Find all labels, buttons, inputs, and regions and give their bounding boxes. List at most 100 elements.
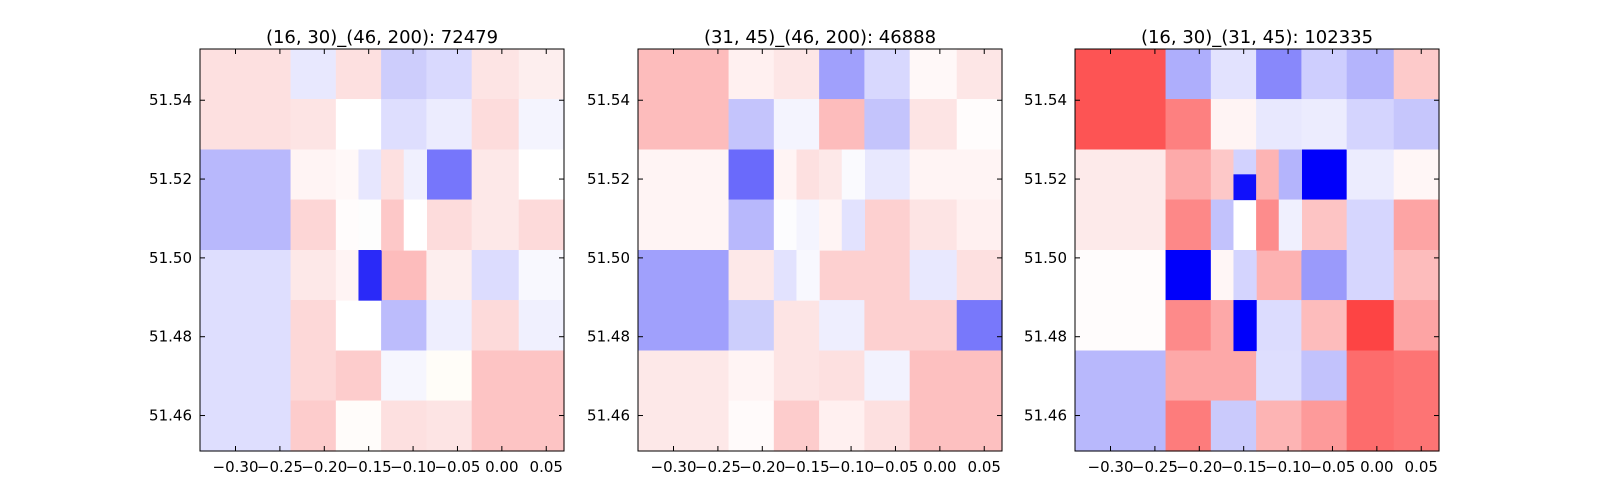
heatmap-cell (290, 199, 337, 251)
heatmap-cell (864, 300, 911, 352)
heatmap-cell (1393, 300, 1440, 352)
heatmap-cell (728, 49, 775, 100)
heatmap-cell (290, 250, 337, 301)
heatmap-cell (841, 149, 865, 201)
heatmap-cell (1256, 350, 1302, 402)
x-tick-label: 0.00 (923, 458, 956, 476)
heatmap-cell (518, 49, 565, 100)
heatmap-cell (773, 300, 820, 352)
plot-frame (637, 48, 1003, 452)
x-tick-label: −0.15 (346, 458, 392, 476)
heatmap-cell (956, 49, 1003, 100)
heatmap-cell (335, 300, 382, 352)
x-tick-label: −0.25 (695, 458, 741, 476)
heatmap-cells (638, 49, 1003, 452)
heatmap-cell (426, 99, 473, 151)
y-tick-label: 51.48 (587, 328, 630, 346)
y-tick-label: 51.48 (149, 328, 192, 346)
heatmap-cell (1278, 149, 1302, 201)
heatmap-cell (518, 199, 565, 251)
heatmap-cell (1233, 174, 1257, 201)
heatmap-cell (1075, 250, 1167, 352)
heatmap-cell (426, 350, 473, 402)
heatmap-cell (728, 199, 775, 251)
heatmap-cell (819, 149, 843, 201)
heatmap-cell (426, 250, 473, 301)
panel-title: (31, 45)_(46, 200): 46888 (704, 27, 936, 48)
heatmap-cell (1301, 99, 1348, 151)
heatmap-cell (1393, 250, 1440, 301)
y-tick-label: 51.50 (1024, 249, 1067, 267)
heatmap-cell (1256, 49, 1302, 100)
heatmap-cell (471, 149, 520, 201)
heatmap-cell (864, 149, 911, 201)
heatmap-cells (200, 49, 565, 452)
x-tick-label: −0.20 (1176, 458, 1222, 476)
y-tick-label: 51.46 (149, 407, 192, 425)
y-tick-label: 51.52 (1024, 170, 1067, 188)
heatmap-cell (358, 250, 382, 301)
heatmap-cell (909, 300, 958, 352)
heatmap-cell (518, 250, 565, 301)
heatmap-cell (773, 350, 820, 402)
heatmap-cell (1165, 199, 1212, 251)
x-tick-label: −0.05 (434, 458, 480, 476)
x-tick-label: −0.30 (213, 458, 259, 476)
heatmap-cell (864, 350, 911, 402)
heatmap-cell (956, 250, 1003, 301)
heatmap-cell (909, 49, 958, 100)
heatmap-cell (1233, 250, 1257, 301)
heatmap-cell (728, 350, 775, 402)
x-tick-label: −0.25 (257, 458, 303, 476)
heatmap-cell (638, 250, 730, 352)
heatmap-cell (290, 99, 337, 151)
y-tick-label: 51.52 (587, 170, 630, 188)
heatmap-cell (819, 350, 865, 402)
heatmap-cell (358, 149, 382, 201)
x-tick-label: 0.05 (1405, 458, 1438, 476)
heatmap-cell (1256, 149, 1280, 201)
heatmap-cell (1233, 199, 1257, 251)
heatmap-cell (358, 199, 382, 251)
heatmap-cell (956, 300, 1003, 352)
heatmap-cell (426, 149, 473, 201)
heatmap-cell (1301, 300, 1348, 352)
heatmap-cell (819, 250, 865, 301)
heatmap-cell (471, 49, 520, 100)
heatmap-cell (1393, 350, 1440, 452)
heatmap-cell (426, 49, 473, 100)
heatmap-cell (403, 199, 427, 251)
heatmap-cell (1346, 49, 1395, 100)
heatmap-cell (1210, 199, 1235, 251)
heatmap-cell (909, 350, 958, 452)
heatmap-cell (335, 199, 360, 251)
heatmap-cell (471, 99, 520, 151)
heatmap-cell (819, 400, 865, 452)
heatmap-cell (290, 149, 337, 201)
x-tick-label: −0.20 (739, 458, 785, 476)
heatmap-cell (335, 400, 382, 452)
heatmap-cell (290, 300, 337, 352)
heatmap-cell (471, 199, 520, 251)
heatmap-cell (1165, 99, 1212, 151)
heatmap-cell (200, 149, 292, 251)
heatmap-cell (1165, 350, 1212, 402)
heatmap-cell (335, 99, 382, 151)
heatmap-cell (471, 300, 520, 352)
heatmap-panel: (16, 30)_(31, 45): 102335 −0.30−0.25−0.2… (1024, 27, 1440, 476)
heatmap-cell (956, 199, 1003, 251)
heatmap-cell (381, 149, 405, 201)
heatmap-cell (1256, 199, 1280, 251)
x-tick-label: −0.10 (1265, 458, 1311, 476)
x-tick-label: 0.00 (1360, 458, 1393, 476)
heatmap-cell (864, 400, 911, 452)
heatmap-cell (426, 400, 473, 452)
heatmap-cell (864, 199, 911, 251)
x-tick-label: 0.05 (968, 458, 1001, 476)
heatmap-cell (1256, 400, 1302, 452)
panel-title: (16, 30)_(31, 45): 102335 (1141, 27, 1373, 48)
heatmap-cell (1346, 300, 1395, 352)
heatmap-cell (1278, 199, 1302, 251)
heatmap-cell (1393, 149, 1440, 201)
